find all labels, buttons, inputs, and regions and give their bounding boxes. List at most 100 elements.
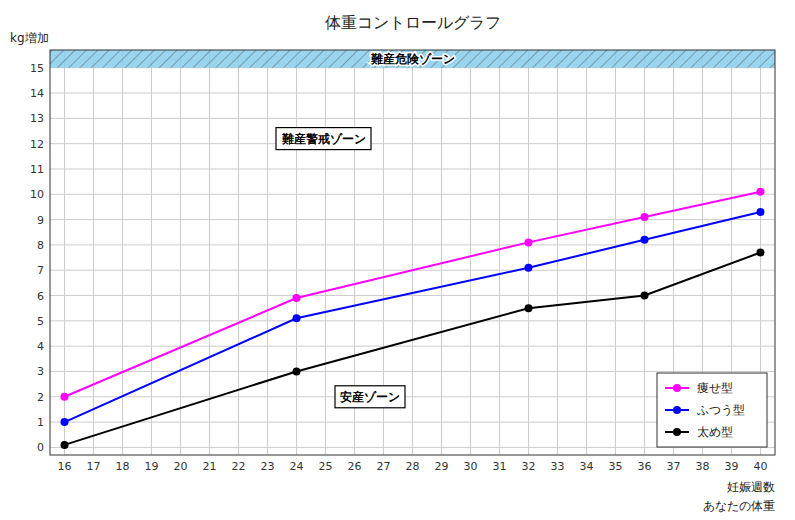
y-grid-line [50,346,775,347]
grid [50,50,775,455]
x-tick-label: 38 [696,460,710,473]
x-tick-label: 27 [377,460,391,473]
series-line [65,192,761,397]
legend-label: 太め型 [697,425,733,439]
y-tick-label: 13 [30,112,44,125]
title: 体重コントロールグラフ [325,13,501,32]
series-point [525,264,533,272]
x-grid-line [267,50,268,455]
x-tick-label: 21 [203,460,217,473]
series-point [293,294,301,302]
zone-label: 難産警戒ゾーン [281,132,366,146]
legend: 痩せ型ふつう型太め型 [657,373,767,447]
x-grid-line [528,50,529,455]
y-tick-label: 1 [37,416,44,429]
legend-box [657,373,767,447]
x-tick-label: 35 [609,460,623,473]
y-grid-line [50,118,775,119]
y-grid-line [50,219,775,220]
y-tick-label: 14 [30,87,44,100]
x-grid-line [557,50,558,455]
legend-label: ふつう型 [696,403,745,417]
y-grid-line [50,320,775,321]
y-tick-label: 11 [30,163,44,176]
x-tick-label: 16 [58,460,72,473]
x-grid-line [644,50,645,455]
x-grid-line [93,50,94,455]
x-tick-label: 29 [435,460,449,473]
y-tick-label: 5 [37,315,44,328]
x-tick-label: 32 [522,460,536,473]
legend-marker [673,384,681,392]
series-point [641,236,649,244]
y-tick-label: 10 [30,188,44,201]
x-tick-label: 18 [116,460,130,473]
y-tick-label: 12 [30,138,44,151]
y-grid-line [50,93,775,94]
series-point [757,188,765,196]
x-tick-label: 39 [725,460,739,473]
y-tick-label: 4 [37,340,44,353]
y-tick-label: 3 [37,365,44,378]
x-tick-label: 34 [580,460,594,473]
band-label: 難産危険ゾーン [370,52,455,66]
x-axis-label-2: あなたの体重 [703,499,775,513]
x-tick-label: 40 [754,460,768,473]
series-point [641,292,649,300]
series-point [641,213,649,221]
x-tick-label: 25 [319,460,333,473]
x-tick-label: 33 [551,460,565,473]
x-grid-line [325,50,326,455]
x-grid-line [470,50,471,455]
y-grid-line [50,371,775,372]
y-tick-label: 2 [37,391,44,404]
y-tick-label: 7 [37,264,44,277]
x-tick-label: 24 [290,460,304,473]
chart: 1617181920212223242526272829303132333435… [0,0,795,520]
x-tick-label: 31 [493,460,507,473]
x-grid-line [209,50,210,455]
plot-area [50,50,775,449]
x-tick-label: 26 [348,460,362,473]
x-grid-line [296,50,297,455]
x-grid-line [122,50,123,455]
x-grid-line [238,50,239,455]
zone-label-box [335,386,405,408]
x-grid-line [499,50,500,455]
y-tick-label: 6 [37,290,44,303]
x-tick-label: 30 [464,460,478,473]
y-grid-line [50,244,775,245]
y-tick-label: 9 [37,214,44,227]
zone-label-group: 安産ゾーン [335,386,405,408]
x-tick-label: 28 [406,460,420,473]
series-point [293,367,301,375]
plot-background [50,50,775,455]
series-point [293,314,301,322]
series-line [65,253,761,445]
series-point [757,249,765,257]
x-tick-label: 36 [638,460,652,473]
legend-label: 痩せ型 [697,381,733,395]
x-grid-line [441,50,442,455]
y-tick-label: 0 [37,441,44,454]
x-grid-line [180,50,181,455]
danger-band-hatch [50,50,775,68]
legend-marker [673,406,681,414]
series-point [61,441,69,449]
x-tick-label: 19 [145,460,159,473]
y-grid-line [50,194,775,195]
zone-label-box [276,128,371,150]
x-tick-label: 20 [174,460,188,473]
x-axis-label: 妊娠週数 [727,480,775,494]
series-point [757,208,765,216]
y-grid-line [50,168,775,169]
x-grid-line [151,50,152,455]
x-tick-label: 37 [667,460,681,473]
x-grid-line [586,50,587,455]
series-line [65,212,761,422]
y-tick-label: 15 [30,62,44,75]
zone-label-group: 難産警戒ゾーン [276,128,371,150]
y-grid-line [50,143,775,144]
x-grid-line [412,50,413,455]
series-point [61,418,69,426]
